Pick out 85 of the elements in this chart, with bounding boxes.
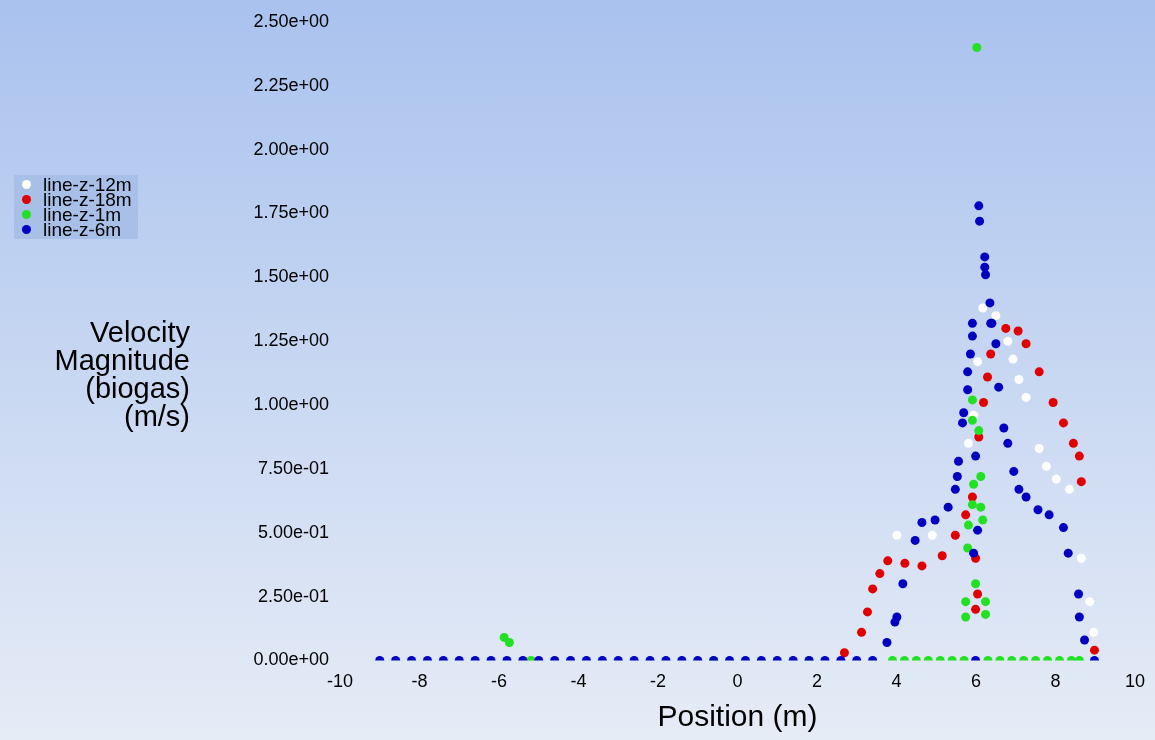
y-tick-label: 5.00e-01: [257, 521, 329, 542]
point: [1076, 477, 1086, 487]
point: [978, 303, 988, 313]
point: [1001, 323, 1011, 333]
point: [967, 395, 977, 405]
y-tick-label: 2.25e+00: [253, 74, 329, 95]
x-tick-label: 6: [970, 671, 982, 692]
point: [961, 510, 971, 520]
point: [961, 612, 971, 622]
x-tick-label: -8: [411, 671, 428, 692]
point: [892, 530, 902, 540]
y-tick-label: 1.00e+00: [253, 394, 329, 415]
x-tick-label: -2: [649, 671, 667, 692]
point: [1089, 645, 1099, 655]
point: [1076, 553, 1086, 563]
point: [857, 627, 867, 637]
point: [976, 502, 986, 512]
point: [971, 579, 981, 589]
point: [1074, 451, 1084, 461]
point: [1013, 326, 1023, 336]
point: [1058, 418, 1068, 428]
point: [504, 638, 514, 648]
point: [839, 648, 849, 658]
y-tick-label: 2.50e+00: [253, 10, 329, 31]
point: [1014, 375, 1024, 384]
x-tick-label: -6: [490, 671, 508, 692]
y-tick-label: 0.00e+00: [253, 649, 329, 670]
x-tick-label: 2: [811, 671, 823, 692]
point: [961, 597, 971, 607]
point: [967, 492, 977, 502]
y-tick-label: 7.50e-01: [257, 457, 329, 478]
point: [973, 357, 983, 367]
point: [991, 311, 1001, 321]
point: [979, 397, 989, 407]
y-tick-label: 1.25e+00: [253, 330, 329, 351]
point: [1089, 627, 1099, 637]
y-tick-label: 2.00e+00: [253, 138, 329, 159]
point: [972, 43, 982, 53]
point: [967, 500, 977, 510]
x-tick-label: 4: [891, 671, 902, 692]
point: [981, 597, 991, 607]
point: [981, 609, 991, 619]
x-tick-label: 10: [1124, 671, 1146, 692]
point: [963, 543, 973, 553]
x-tick-label: 0: [732, 671, 743, 692]
point: [883, 556, 893, 566]
point: [1034, 367, 1044, 377]
point: [967, 415, 977, 425]
point: [868, 584, 878, 594]
point: [1008, 354, 1018, 364]
point: [969, 479, 979, 489]
point: [976, 472, 986, 482]
y-axis-title: Velocity Magnitude (biogas) (m/s): [53, 316, 190, 432]
point: [950, 530, 960, 540]
point: [1034, 443, 1044, 453]
point: [973, 589, 983, 599]
point: [1085, 597, 1095, 607]
point: [862, 607, 872, 617]
point: [963, 520, 973, 530]
x-tick-label: -4: [570, 671, 587, 692]
x-tick-label: 8: [1050, 671, 1061, 692]
point: [1041, 461, 1051, 471]
point: [963, 438, 973, 448]
point: [978, 515, 988, 525]
point: [1048, 397, 1058, 407]
point: [1068, 438, 1078, 448]
point: [971, 604, 981, 614]
point: [900, 558, 910, 568]
point: [1021, 339, 1031, 349]
y-tick-label: 1.75e+00: [253, 202, 329, 223]
x-axis-title: Position (m): [657, 699, 818, 733]
x-tick-label: -10: [326, 671, 354, 692]
point: [875, 569, 885, 579]
point: [983, 372, 993, 382]
y-tick-label: 1.50e+00: [253, 266, 329, 287]
point: [1021, 392, 1031, 402]
point: [937, 551, 947, 561]
point: [1064, 484, 1074, 494]
y-tick-label: 2.50e-01: [257, 585, 329, 606]
point: [1051, 474, 1061, 484]
point: [986, 349, 996, 359]
point: [917, 561, 927, 571]
point: [927, 530, 937, 540]
point: [974, 426, 984, 436]
point: [1003, 336, 1013, 346]
